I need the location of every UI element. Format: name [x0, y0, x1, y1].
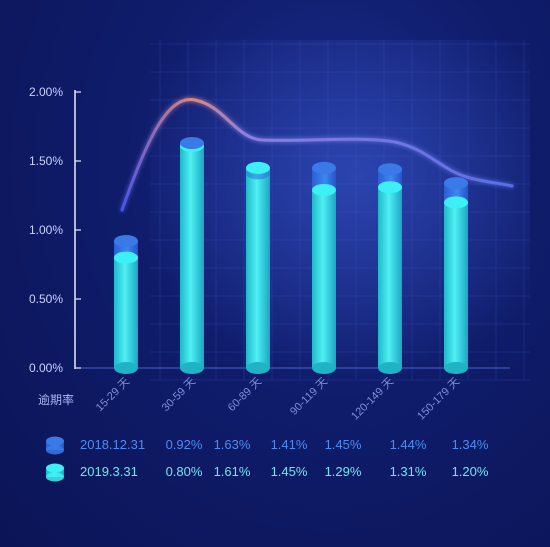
bar-base: [114, 362, 138, 374]
legend-value: 1.61%: [214, 464, 251, 479]
y-axis-title: 逾期率: [38, 392, 74, 407]
legend-value: 1.63%: [214, 437, 251, 452]
legend-value: 1.45%: [325, 437, 362, 452]
legend-value: 1.34%: [452, 437, 489, 452]
bar-body: [312, 167, 336, 368]
legend-label: 2019.3.31: [80, 464, 138, 479]
bar-group: [312, 161, 336, 374]
category-label: 120-149 天: [349, 376, 396, 423]
bar-body: [378, 169, 402, 368]
bar-body: [444, 183, 468, 368]
category-label: 60-89 天: [226, 376, 264, 414]
bar-top-2018: [180, 137, 204, 150]
y-tick-label: 1.00%: [29, 223, 63, 237]
bar-top-2019: [312, 183, 336, 196]
y-tick-label: 0.00%: [29, 361, 63, 375]
legend-value: 1.45%: [271, 464, 308, 479]
bars: [114, 137, 468, 374]
grid-glow: [150, 40, 530, 380]
legend-swatch-top: [46, 463, 64, 473]
background-grid: [150, 40, 530, 381]
x-axis-labels: 15-29 天 30-59 天 60-89 天 90-119 天 120-149 天 15…: [94, 376, 462, 423]
legend-label: 2018.12.31: [80, 437, 145, 452]
legend-value: 1.44%: [390, 437, 427, 452]
bar-body: [246, 167, 270, 368]
category-label: 15-29 天: [94, 376, 132, 414]
legend-value: 1.41%: [271, 437, 308, 452]
bar-top-2018: [378, 163, 402, 176]
bar-base: [312, 362, 336, 374]
legend-swatch-base: [46, 472, 64, 482]
legend-value: 1.31%: [390, 464, 427, 479]
legend-swatch-base: [46, 445, 64, 455]
legend-row: 2019.3.31 0.80% 1.61% 1.45% 1.29% 1.31% 1.20%: [46, 463, 489, 482]
bar-body: [180, 143, 204, 368]
category-label: 30-59 天: [160, 376, 198, 414]
bar-group: [246, 161, 270, 374]
bar-group: [180, 137, 204, 374]
bar-top-2019: [114, 251, 138, 264]
bar-group: [114, 235, 138, 374]
bar-group: [378, 163, 402, 374]
legend-swatch-top: [46, 436, 64, 446]
legend-value: 1.20%: [452, 464, 489, 479]
y-tick-label: 0.50%: [29, 292, 63, 306]
legend-value: 0.92%: [166, 437, 203, 452]
bar-segment-2018: [312, 167, 336, 190]
bar-top-2018: [312, 161, 336, 174]
y-tick-label: 2.00%: [29, 85, 63, 99]
legend-row: 2018.12.31 0.92% 1.63% 1.41% 1.45% 1.44% 1.34%: [46, 436, 489, 455]
category-label: 90-119 天: [288, 376, 330, 418]
bar-group: [444, 177, 468, 374]
trend-curve: [120, 98, 514, 212]
bar-top-2018: [444, 177, 468, 190]
bar-base: [444, 362, 468, 374]
y-tick-label: 1.50%: [29, 154, 63, 168]
bar-top-2019: [246, 161, 270, 174]
bar-base: [378, 362, 402, 374]
legend-value: 1.29%: [325, 464, 362, 479]
legend-table: 2018.12.31 0.92% 1.63% 1.41% 1.45% 1.44% 1.34%…: [46, 436, 489, 482]
bar-top-2019: [444, 196, 468, 209]
bar-base: [246, 362, 270, 374]
y-axis: 0.00% 0.50% 1.00% 1.50% 2.00% 逾期率: [29, 85, 510, 407]
bar-top-2019: [378, 181, 402, 194]
decorative-curve: [120, 98, 514, 212]
legend-value: 0.80%: [166, 464, 203, 479]
category-label: 150-179 天: [415, 376, 462, 423]
bar-base: [180, 362, 204, 374]
bar-top-2018: [114, 235, 138, 248]
